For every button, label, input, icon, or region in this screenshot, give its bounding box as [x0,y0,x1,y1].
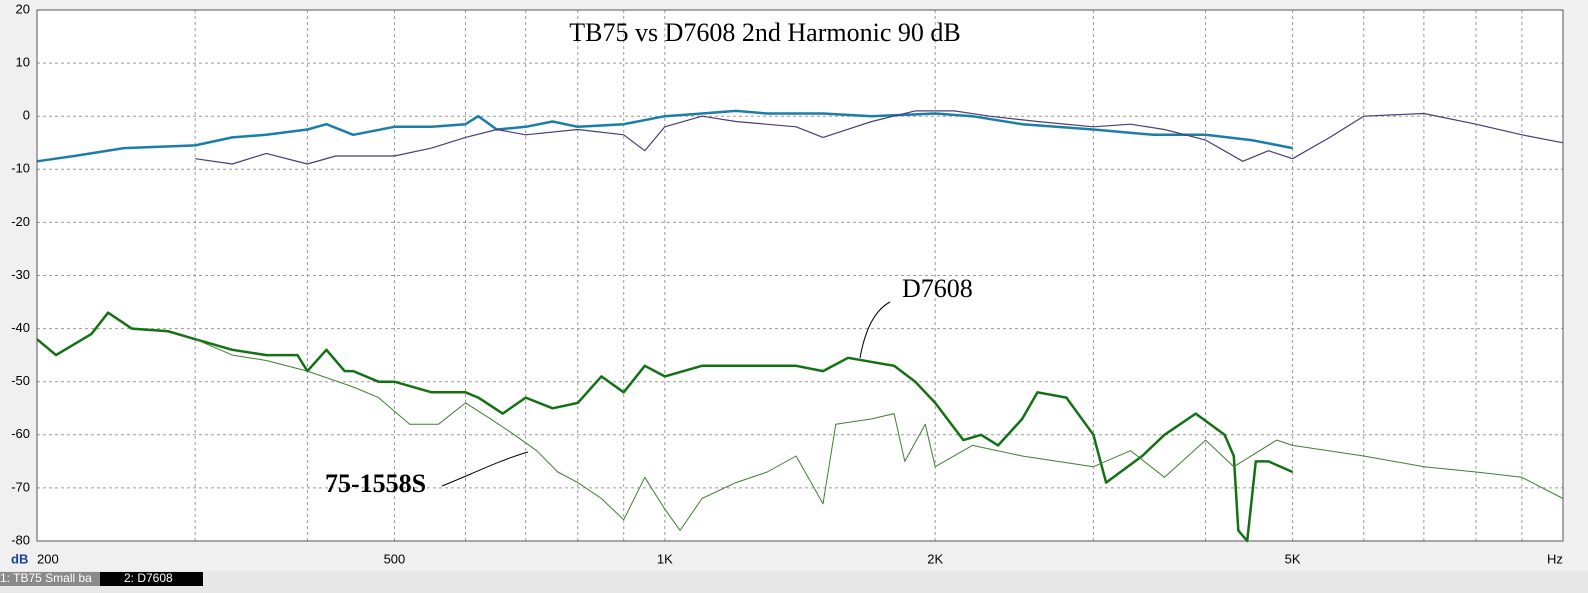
x-unit: Hz [1547,551,1563,566]
tab-label[interactable]: 1: TB75 Small ba [0,571,92,585]
x-tick-label: 200 [37,551,59,566]
leader-line [859,301,891,359]
tab[interactable] [100,572,203,586]
x-tick-label: 2K [927,551,943,566]
y-tick-label: -20 [11,214,30,229]
y-tick-label: -50 [11,373,30,388]
annotation: 75-1558S [325,469,426,498]
series-line [195,110,1564,165]
annotation: D7608 [902,274,973,303]
x-tick-label: 5K [1285,551,1301,566]
plot-frame [36,9,1564,542]
y-tick-label: 10 [16,55,30,70]
y-tick-label: 20 [16,1,30,16]
y-tick-label: -30 [11,267,30,282]
y-tick-label: -10 [11,161,30,176]
chart-title: TB75 vs D7608 2nd Harmonic 90 dB [569,18,960,47]
tab[interactable] [0,572,100,586]
y-tick-label: -70 [11,479,30,494]
tab-label[interactable]: 2: D7608 [124,571,173,585]
x-tick-label: 1K [657,551,673,566]
y-tick-label: -60 [11,426,30,441]
y-tick-label: -80 [11,532,30,547]
x-tick-label: 500 [384,551,406,566]
y-unit: dB [11,551,28,566]
series-line [36,109,1293,163]
series-line [36,311,1294,543]
y-tick-label: -40 [11,320,30,335]
tab-bar [0,571,1588,593]
y-tick-label: 0 [23,108,30,123]
series-line [195,338,1564,531]
leader-line [441,451,529,487]
